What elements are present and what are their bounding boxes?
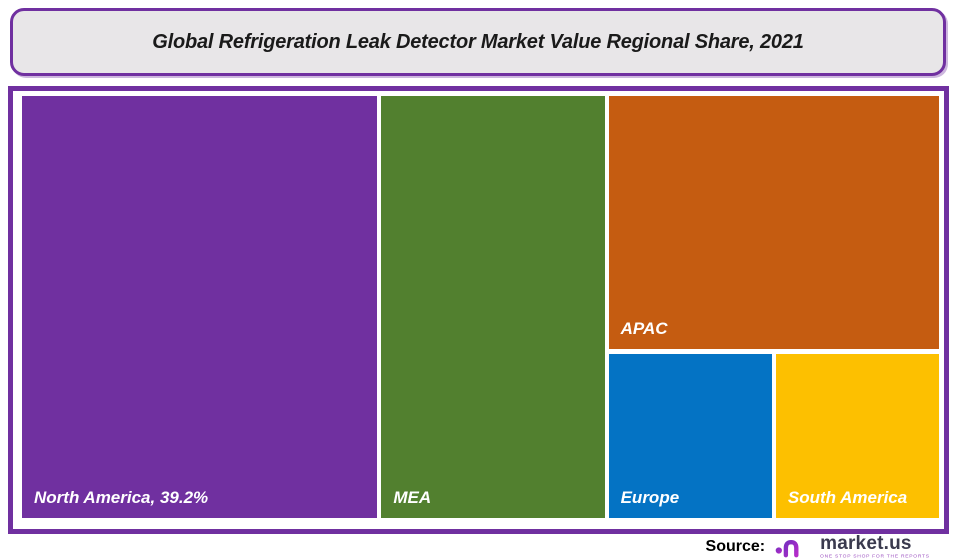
treemap-tile-europe: Europe	[608, 354, 772, 518]
source-row: Source: market.us ONE STOP SHOP FOR THE …	[706, 534, 954, 560]
tile-label-mea: MEA	[393, 488, 432, 507]
treemap-tile-north-america: North America, 39.2%	[22, 96, 378, 518]
tile-label-south-america: South America	[787, 487, 908, 507]
logo-text: market.us	[820, 533, 912, 554]
logo-tagline: ONE STOP SHOP FOR THE REPORTS	[820, 554, 930, 559]
treemap: North America, 39.2% MEA APAC Europe Sou…	[22, 96, 939, 518]
treemap-tile-south-america: South America	[775, 354, 939, 518]
treemap-tile-apac: APAC	[608, 96, 939, 349]
chart-title: Global Refrigeration Leak Detector Marke…	[152, 30, 804, 53]
source-label: Source:	[705, 538, 766, 555]
tile-label-apac: APAC	[620, 318, 668, 338]
chart-title-box: Global Refrigeration Leak Detector Marke…	[10, 8, 946, 76]
market-us-swirl-icon	[775, 537, 812, 558]
market-us-logo: market.us ONE STOP SHOP FOR THE REPORTS	[775, 534, 954, 560]
treemap-tile-mea: MEA	[381, 96, 605, 518]
tile-label-europe: Europe	[620, 487, 680, 507]
chart-frame: North America, 39.2% MEA APAC Europe Sou…	[8, 86, 949, 534]
tile-label-north-america: North America, 39.2%	[34, 488, 209, 507]
logo-text-wrap: market.us ONE STOP SHOP FOR THE REPORTS	[820, 534, 954, 560]
